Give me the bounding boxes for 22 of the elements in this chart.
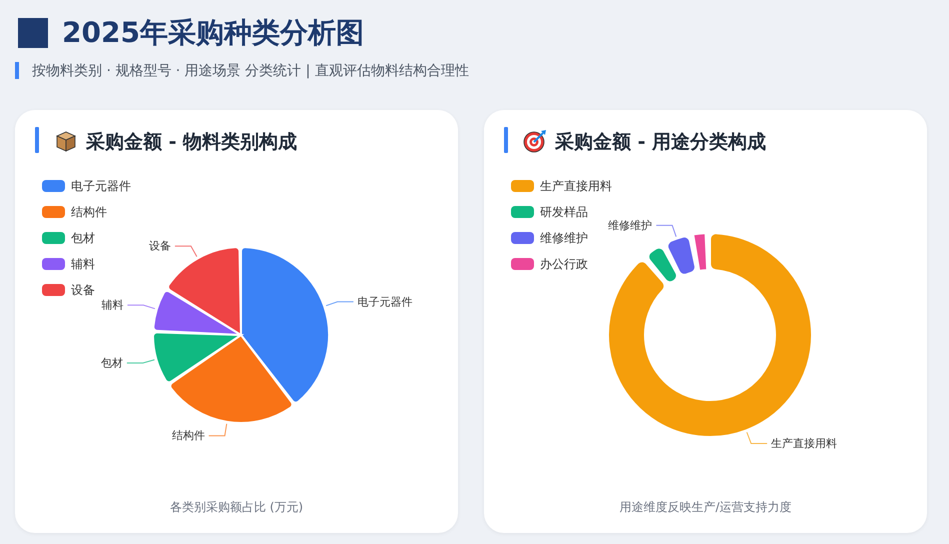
legend-label: 生产直接用料: [540, 178, 612, 192]
legend-label: 办公行政: [540, 256, 588, 270]
data-label: 辅料: [101, 298, 124, 312]
text: 2025年采购种类分析图: [62, 16, 364, 49]
data-label: 结构件: [172, 429, 205, 442]
data-label: 电子元器件: [357, 295, 412, 308]
chart-title: 采购金额 - 用途分类构成: [555, 131, 766, 153]
text: 用途维度反映生产/运营支持力度: [619, 500, 792, 514]
data-label: 生产直接用料: [771, 436, 838, 450]
legend-label: 研发样品: [540, 204, 588, 218]
legend-label: 辅料: [71, 256, 95, 270]
legend-label: 电子元器件: [71, 178, 131, 192]
chart-title: 采购金额 - 物料类别构成: [86, 131, 298, 153]
legend-label: 维修维护: [540, 230, 588, 244]
data-label: 设备: [148, 240, 171, 253]
data-label: 维修维护: [608, 218, 652, 232]
text: 各类别采购额占比 (万元): [170, 500, 304, 514]
data-label: 包材: [100, 356, 123, 370]
text: 按物料类别 · 规格型号 · 用途场景 分类统计 | 直观评估物料结构合理性: [32, 63, 469, 79]
legend-label: 结构件: [71, 204, 107, 218]
legend-label: 包材: [71, 230, 95, 244]
legend-label: 设备: [71, 282, 95, 296]
